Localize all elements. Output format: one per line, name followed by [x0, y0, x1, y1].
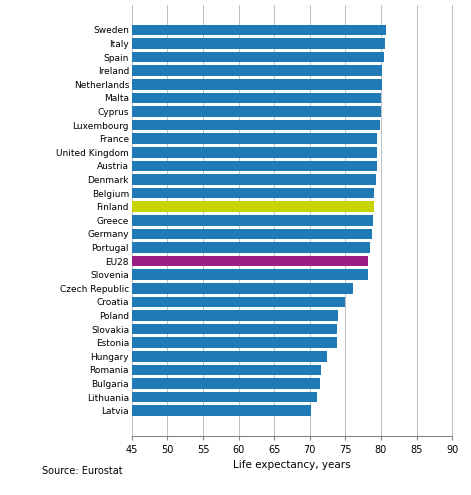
X-axis label: Life expectancy, years: Life expectancy, years: [233, 460, 351, 470]
Bar: [0, 242, 370, 253]
Bar: [0, 256, 368, 266]
Bar: [0, 283, 353, 294]
Bar: [0, 65, 382, 76]
Bar: [0, 324, 337, 335]
Bar: [0, 269, 368, 280]
Text: Source: Eurostat: Source: Eurostat: [42, 466, 123, 476]
Bar: [0, 405, 311, 416]
Bar: [0, 120, 380, 130]
Bar: [0, 38, 385, 49]
Bar: [0, 215, 373, 226]
Bar: [0, 378, 320, 389]
Bar: [0, 351, 327, 362]
Bar: [0, 338, 337, 348]
Bar: [0, 174, 376, 185]
Bar: [0, 188, 374, 198]
Bar: [0, 229, 372, 239]
Bar: [0, 93, 381, 103]
Bar: [0, 297, 345, 307]
Bar: [0, 147, 377, 157]
Bar: [0, 133, 377, 144]
Bar: [0, 310, 338, 321]
Bar: [0, 79, 382, 90]
Bar: [0, 201, 374, 212]
Bar: [0, 365, 321, 375]
Bar: [0, 392, 317, 402]
Bar: [0, 160, 377, 171]
Bar: [0, 106, 381, 117]
Bar: [0, 25, 386, 35]
Bar: [0, 52, 384, 62]
